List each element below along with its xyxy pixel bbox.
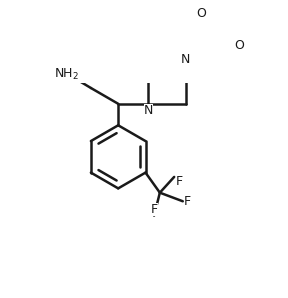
Text: N: N [181,53,190,66]
Text: F: F [151,203,158,216]
Text: NH$_2$: NH$_2$ [54,66,79,82]
Text: N: N [144,105,153,117]
Text: O: O [196,7,206,20]
Text: F: F [184,195,191,208]
Text: O: O [234,39,244,52]
Text: F: F [176,176,183,188]
